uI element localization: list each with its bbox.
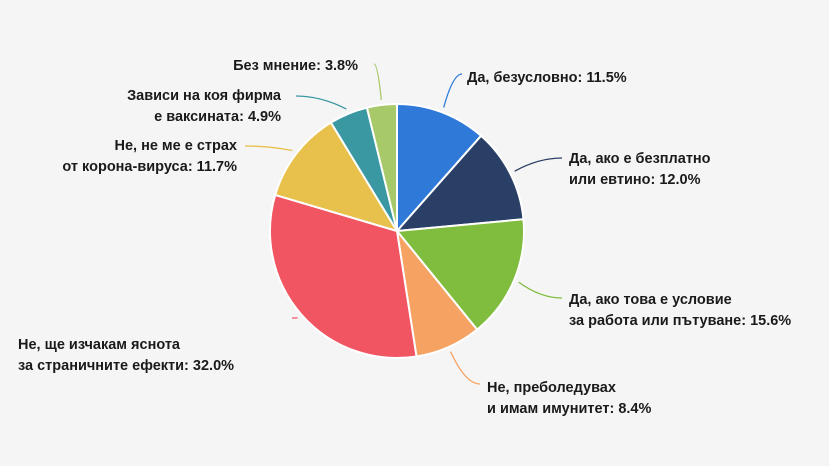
pie-slices bbox=[268, 102, 525, 359]
slice-label: Не, ще изчакам яснота за страничните ефек… bbox=[18, 337, 234, 374]
slice-label: Да, ако е безплатно или евтино: 12.0% bbox=[569, 151, 711, 188]
leader-line bbox=[450, 351, 481, 385]
pie-slice bbox=[268, 193, 418, 359]
leader-lines bbox=[244, 63, 563, 385]
pie-slice bbox=[396, 102, 483, 234]
slice-label: Не, не ме е страх от корона-вируса: 11.7% bbox=[62, 138, 237, 175]
slice-label: Зависи на коя фирма е ваксината: 4.9% bbox=[127, 88, 282, 125]
leader-line bbox=[443, 73, 463, 108]
pie-slice bbox=[394, 134, 525, 233]
leader-line bbox=[373, 63, 382, 100]
leader-line bbox=[514, 157, 563, 172]
leader-line bbox=[244, 145, 293, 152]
pie-slice bbox=[365, 102, 398, 232]
leader-line bbox=[295, 95, 347, 110]
slice-label: Да, ако това е условие за работа или пъту… bbox=[569, 292, 791, 329]
slice-label: Да, безусловно: 11.5% bbox=[467, 70, 627, 86]
pie-slice bbox=[395, 218, 525, 331]
slice-label: Без мнение: 3.8% bbox=[233, 58, 358, 74]
slice-labels: Да, безусловно: 11.5% Да, ако е безплатно… bbox=[18, 58, 791, 417]
slice-label: Не, преболедувах и имам имунитет: 8.4% bbox=[487, 380, 651, 417]
pie-slice bbox=[273, 121, 400, 233]
leader-line bbox=[518, 281, 563, 299]
